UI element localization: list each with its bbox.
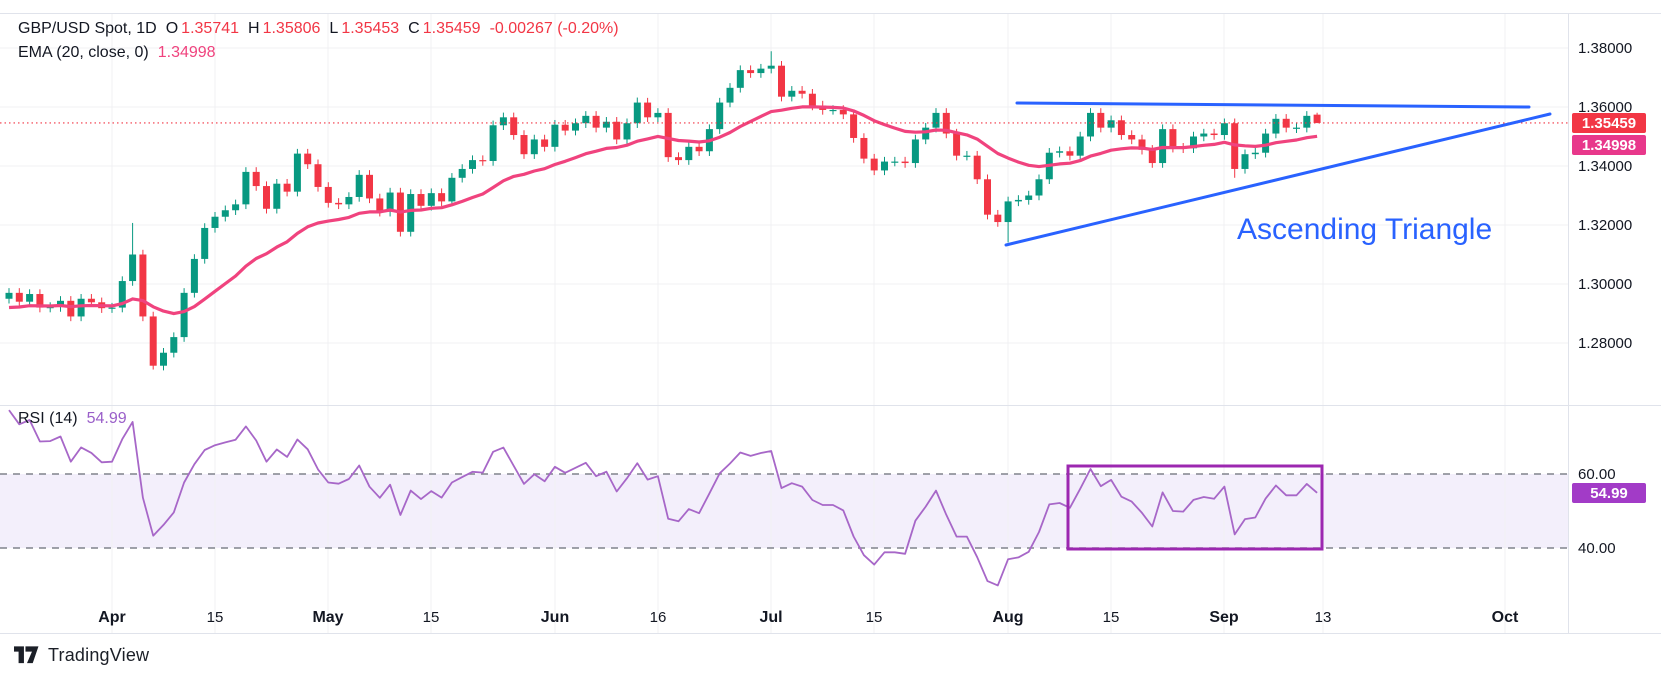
price-axis-label: 1.38000 xyxy=(1578,40,1633,57)
price-axis-label: 1.34000 xyxy=(1578,158,1633,175)
time-axis-label: May xyxy=(312,609,344,626)
time-axis-label: 15 xyxy=(1102,609,1120,626)
ema-value-badge: 1.34998 xyxy=(1572,135,1646,155)
rsi-upper-band-label: 60.00 xyxy=(1578,466,1616,483)
ema-legend-title: EMA (20, close, 0) xyxy=(18,44,149,61)
rsi-value-badge: 54.99 xyxy=(1572,483,1646,503)
price-axis-label: 1.36000 xyxy=(1578,99,1633,116)
time-axis-label: 15 xyxy=(865,609,883,626)
time-axis-label: Apr xyxy=(98,609,126,626)
rsi-line[interactable] xyxy=(8,409,1318,587)
symbol-title: GBP/USD Spot, 1D xyxy=(18,20,157,37)
change-value: -0.00267 (-0.20%) xyxy=(489,20,619,37)
time-axis-label: Jun xyxy=(540,609,570,626)
rsi-lower-band-label: 40.00 xyxy=(1578,540,1616,557)
high-value: H 1.35806 xyxy=(248,20,321,37)
candles-layer xyxy=(5,51,1321,371)
time-axis-label: Jul xyxy=(759,609,783,626)
triangle-resistance-line[interactable] xyxy=(1015,101,1531,109)
rsi-band xyxy=(0,474,1568,548)
ema-line[interactable] xyxy=(8,105,1318,316)
time-axis-label: Aug xyxy=(992,609,1024,626)
tradingview-logo-icon xyxy=(14,645,40,666)
price-axis-separator xyxy=(1568,13,1569,633)
price-axis-label: 1.30000 xyxy=(1578,276,1633,293)
price-axis-label: 1.32000 xyxy=(1578,217,1633,234)
open-value: O 1.35741 xyxy=(165,20,240,37)
rsi-legend-value: 54.99 xyxy=(86,410,127,427)
time-axis-label: 15 xyxy=(206,609,224,626)
ema-legend[interactable]: EMA (20, close, 0) 1.34998 xyxy=(18,44,216,62)
tradingview-watermark[interactable]: TradingView xyxy=(14,645,149,666)
ema-legend-value: 1.34998 xyxy=(157,44,216,61)
low-value: L 1.35453 xyxy=(329,20,400,37)
price-axis-label: 1.28000 xyxy=(1578,335,1633,352)
rsi-legend[interactable]: RSI (14) 54.99 xyxy=(18,410,127,428)
time-axis-label: Oct xyxy=(1491,609,1519,626)
time-axis-separator xyxy=(0,633,1661,634)
frame-top xyxy=(0,13,1661,14)
rsi-legend-title: RSI (14) xyxy=(18,410,78,427)
last-price-badge: 1.35459 xyxy=(1572,113,1646,133)
time-axis-label: 16 xyxy=(649,609,667,626)
triangle-support-line[interactable] xyxy=(1004,112,1552,247)
time-axis-label: 13 xyxy=(1314,609,1332,626)
tradingview-logo-text: TradingView xyxy=(48,645,150,665)
pane-separator[interactable] xyxy=(0,405,1661,406)
time-axis-label: 15 xyxy=(422,609,440,626)
time-axis-label: Sep xyxy=(1209,609,1239,626)
rsi-highlight-box[interactable] xyxy=(1066,464,1324,551)
close-value: C 1.35459 xyxy=(408,20,481,37)
symbol-legend[interactable]: GBP/USD Spot, 1D O 1.35741 H 1.35806 L 1… xyxy=(18,20,619,38)
ascending-triangle-label[interactable]: Ascending Triangle xyxy=(1237,213,1493,246)
